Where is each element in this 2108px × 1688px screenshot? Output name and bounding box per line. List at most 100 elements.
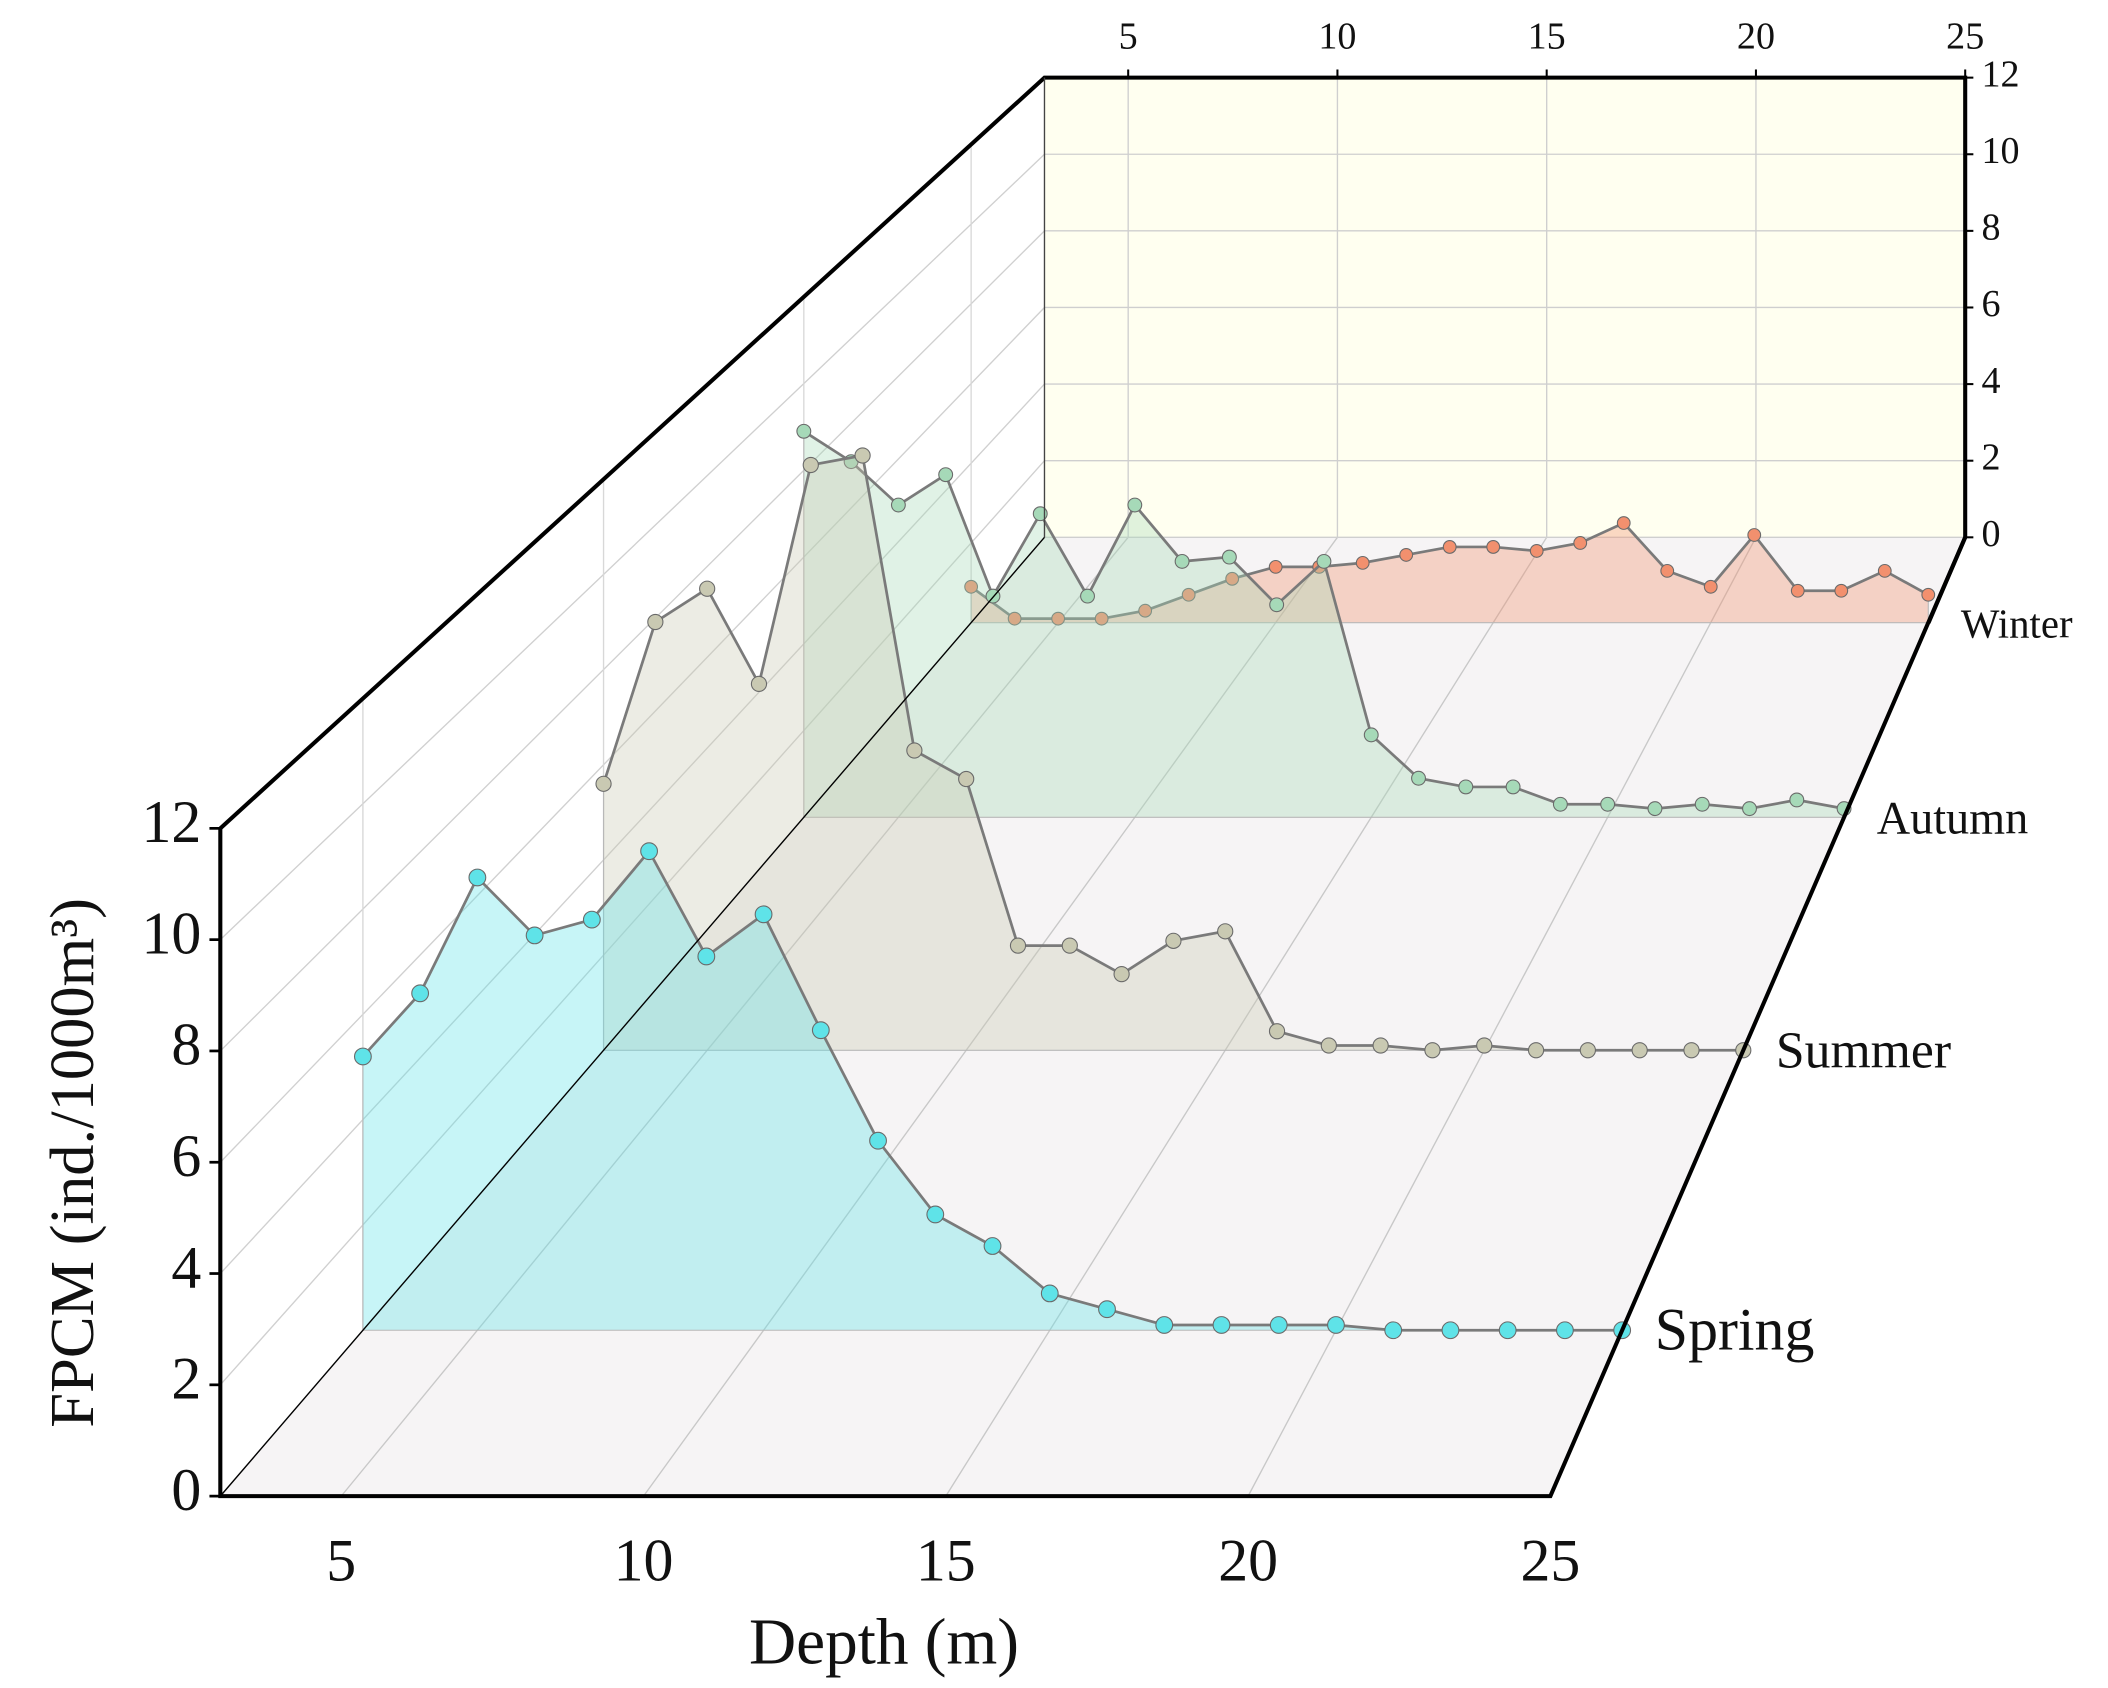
y-tick-label: 6: [171, 1123, 201, 1189]
marker: [1399, 548, 1414, 562]
wall-grid-line: [219, 383, 1045, 1274]
floor-grid-line: [642, 536, 1338, 1497]
series-layer: [353, 423, 1936, 1340]
marker: [1212, 1316, 1231, 1334]
marker: [1742, 801, 1757, 817]
marker: [1579, 1042, 1596, 1059]
marker: [754, 905, 773, 924]
marker: [1616, 516, 1631, 530]
y-tick-label: 4: [171, 1234, 201, 1300]
x-axis-title: Depth (m): [749, 1606, 1019, 1678]
series-label: Summer: [1776, 1023, 1951, 1080]
back-x-tick-label: 15: [1528, 15, 1566, 57]
marker: [1221, 549, 1237, 565]
y-tick-label: 8: [171, 1012, 201, 1078]
floor-edge: [219, 536, 1045, 1497]
wall-grid-line: [219, 460, 1045, 1386]
marker: [854, 447, 871, 464]
marker: [1269, 1316, 1288, 1334]
marker: [1834, 583, 1849, 598]
marker: [1476, 1037, 1493, 1054]
marker: [1441, 1321, 1460, 1340]
marker: [582, 910, 601, 929]
marker: [1127, 497, 1143, 513]
marker: [1424, 1042, 1441, 1059]
marker: [964, 579, 979, 594]
back-y-tick-label: 6: [1982, 283, 2001, 325]
marker: [647, 613, 664, 631]
marker: [1040, 1284, 1059, 1303]
marker: [1061, 937, 1078, 954]
marker: [1660, 563, 1675, 578]
y-tick-label: 12: [141, 789, 201, 855]
marker: [1165, 932, 1182, 949]
marker: [697, 947, 716, 966]
marker: [1384, 1321, 1403, 1340]
marker: [1217, 923, 1234, 940]
marker: [869, 1131, 887, 1150]
marker: [1552, 796, 1568, 812]
marker: [1789, 792, 1805, 808]
back-x-tick-label: 25: [1946, 15, 1984, 57]
wall-grid-line: [219, 153, 1045, 941]
marker: [1631, 1042, 1648, 1059]
back-y-tick-label: 8: [1982, 207, 2001, 249]
x-tick-label: 5: [326, 1528, 356, 1594]
marker: [1486, 540, 1501, 554]
series-label: Autumn: [1877, 793, 2029, 844]
marker: [1573, 536, 1588, 550]
marker: [1790, 583, 1805, 598]
marker: [1009, 937, 1027, 954]
marker: [1094, 611, 1109, 626]
marker: [811, 1021, 830, 1040]
marker: [1556, 1321, 1574, 1340]
floor-grid-line: [340, 536, 1129, 1497]
marker: [353, 1047, 372, 1066]
marker: [1225, 571, 1240, 586]
marker: [1155, 1316, 1174, 1334]
series-label: Spring: [1655, 1296, 1815, 1362]
marker: [938, 467, 954, 483]
back-y-tick-label: 2: [1982, 436, 2001, 478]
x-tick-label: 25: [1520, 1528, 1580, 1594]
marker: [1138, 603, 1153, 618]
marker: [1877, 563, 1892, 578]
series-label: Winter: [1961, 601, 2073, 646]
marker: [1527, 1042, 1545, 1059]
x-tick-label: 20: [1218, 1528, 1278, 1594]
floor-grid-line: [945, 536, 1548, 1497]
marker: [1269, 597, 1285, 613]
marker: [525, 926, 544, 945]
marker: [468, 868, 487, 887]
marker: [1498, 1321, 1517, 1340]
marker: [1703, 579, 1718, 594]
marker: [1921, 587, 1936, 602]
marker: [1316, 553, 1332, 569]
marker: [595, 775, 612, 792]
marker: [1529, 544, 1544, 558]
marker: [699, 580, 716, 597]
back-y-tick-label: 4: [1982, 360, 2001, 402]
y-tick-label: 10: [141, 900, 201, 966]
back-x-tick-label: 10: [1318, 15, 1356, 57]
marker: [1411, 770, 1426, 786]
marker: [1051, 611, 1066, 626]
marker: [1268, 559, 1283, 574]
wall-grid-line: [219, 307, 1045, 1163]
labels: Depth (m) FPCM (ind./1000m³) 5 5 10 10 15 15 2…: [37, 15, 2073, 1678]
marker: [1505, 779, 1521, 795]
marker: [750, 675, 768, 693]
marker: [1327, 1316, 1345, 1334]
back-y-tick-label: 0: [1982, 513, 2001, 555]
marker: [906, 742, 923, 759]
marker: [796, 423, 812, 439]
back-y-tick-label: 12: [1982, 53, 2020, 95]
wall-grid-line: [219, 230, 1045, 1052]
x-tick-label: 10: [614, 1528, 674, 1594]
marker: [1458, 779, 1474, 795]
marker: [1181, 587, 1196, 602]
back-y-tick-label: 10: [1982, 130, 2020, 172]
marker: [1080, 588, 1095, 604]
marker: [1600, 796, 1616, 812]
marker: [1268, 1023, 1286, 1040]
